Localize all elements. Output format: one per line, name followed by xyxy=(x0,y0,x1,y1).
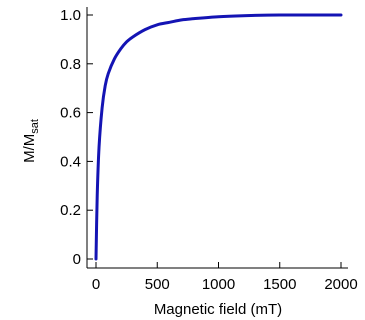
y-tick-label: 0.6 xyxy=(60,105,81,122)
y-tick-label: 0.8 xyxy=(60,56,81,73)
y-tick-label: 0.2 xyxy=(60,202,81,219)
y-tick-label: 1.0 xyxy=(60,7,81,24)
x-tick-label: 1000 xyxy=(202,276,235,293)
plot-axes xyxy=(86,7,348,269)
x-tick-label: 500 xyxy=(145,276,170,293)
x-tick-label: 2000 xyxy=(324,276,357,293)
x-tick-label: 0 xyxy=(92,276,100,293)
y-tick-label: 0 xyxy=(73,251,81,268)
x-axis-label: Magnetic field (mT) xyxy=(154,301,282,318)
y-tick-label: 0.4 xyxy=(60,153,81,170)
x-tick-label: 1500 xyxy=(263,276,296,293)
tick-group: 0 0.2 0.4 0.6 0.8 1.0 0 500 1000 1500 2000 xyxy=(60,7,358,293)
y-axis-label-subscript: sat xyxy=(29,119,41,134)
y-axis-label: M/Msat xyxy=(21,119,41,163)
series-line-0 xyxy=(94,13,343,261)
series-group xyxy=(94,13,343,261)
y-axis-label-main: M/M xyxy=(21,134,38,163)
